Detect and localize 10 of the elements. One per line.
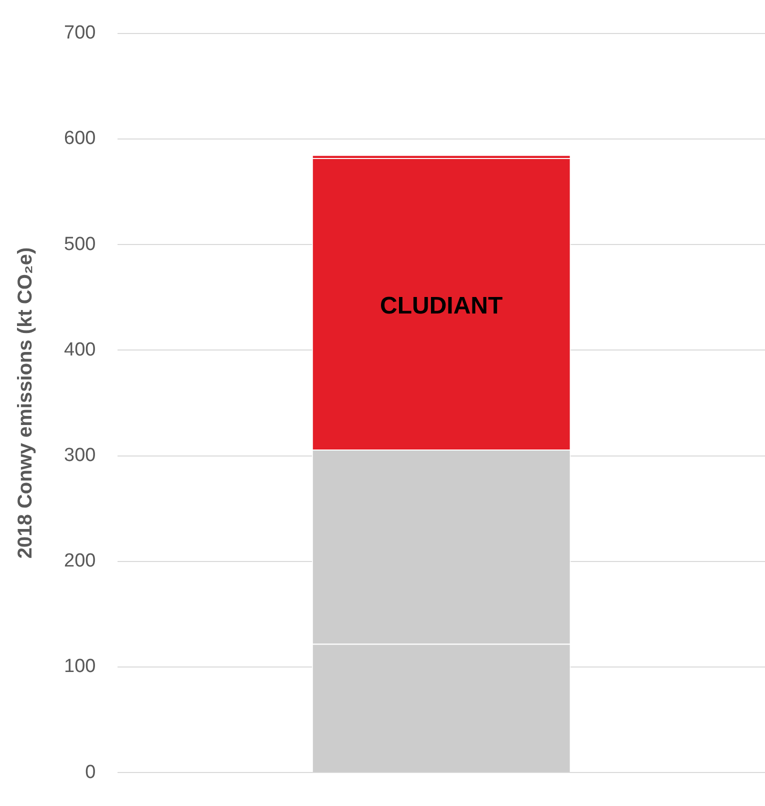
y-tick-label: 200 (64, 550, 96, 572)
y-tick-label: 400 (64, 339, 96, 360)
y-tick-label: 700 (64, 22, 96, 44)
y-axis-title: 2018 Conwy emissions (kt CO₂e) (14, 247, 37, 559)
y-tick-label: 500 (64, 234, 96, 255)
annotation: CLUDIANT (380, 292, 504, 320)
y-tick-label: 100 (64, 656, 96, 678)
y-tick-label: 300 (64, 445, 96, 466)
y-tick-label: 0 (85, 762, 96, 783)
y-tick-label: 600 (64, 128, 96, 150)
